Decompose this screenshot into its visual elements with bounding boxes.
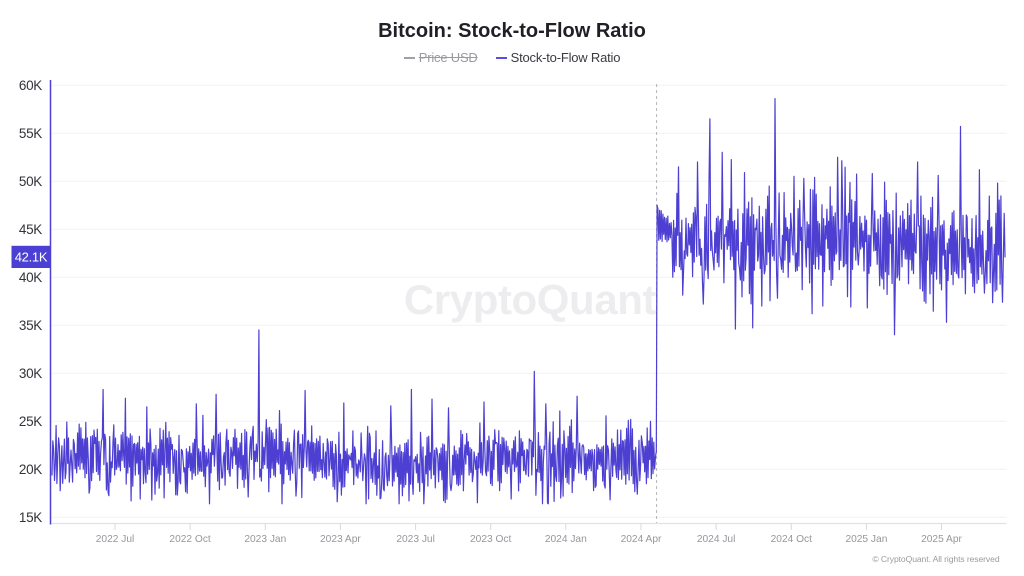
- svg-text:2025 Jan: 2025 Jan: [845, 534, 887, 545]
- svg-text:© CryptoQuant. All rights rese: © CryptoQuant. All rights reserved: [872, 554, 999, 564]
- svg-text:2023 Apr: 2023 Apr: [320, 534, 361, 545]
- svg-text:60K: 60K: [19, 78, 42, 93]
- svg-text:30K: 30K: [19, 366, 42, 381]
- svg-text:2024 Jul: 2024 Jul: [697, 534, 736, 545]
- svg-text:2022 Oct: 2022 Oct: [169, 534, 211, 545]
- svg-text:2023 Oct: 2023 Oct: [470, 534, 512, 545]
- svg-text:15K: 15K: [19, 510, 42, 525]
- svg-text:2022 Jul: 2022 Jul: [96, 534, 135, 545]
- svg-text:2023 Jul: 2023 Jul: [396, 534, 435, 545]
- svg-text:2023 Jan: 2023 Jan: [244, 534, 286, 545]
- svg-text:55K: 55K: [19, 126, 42, 141]
- svg-text:35K: 35K: [19, 318, 42, 333]
- svg-text:2024 Jan: 2024 Jan: [545, 534, 587, 545]
- svg-text:40K: 40K: [19, 270, 42, 285]
- svg-text:2024 Oct: 2024 Oct: [771, 534, 813, 545]
- svg-text:42.1K: 42.1K: [15, 250, 48, 265]
- svg-text:CryptoQuant: CryptoQuant: [404, 276, 657, 323]
- svg-text:45K: 45K: [19, 222, 42, 237]
- svg-text:25K: 25K: [19, 414, 42, 429]
- svg-text:50K: 50K: [19, 174, 42, 189]
- svg-text:20K: 20K: [19, 462, 42, 477]
- svg-text:2024 Apr: 2024 Apr: [621, 534, 662, 545]
- svg-text:2025 Apr: 2025 Apr: [921, 534, 962, 545]
